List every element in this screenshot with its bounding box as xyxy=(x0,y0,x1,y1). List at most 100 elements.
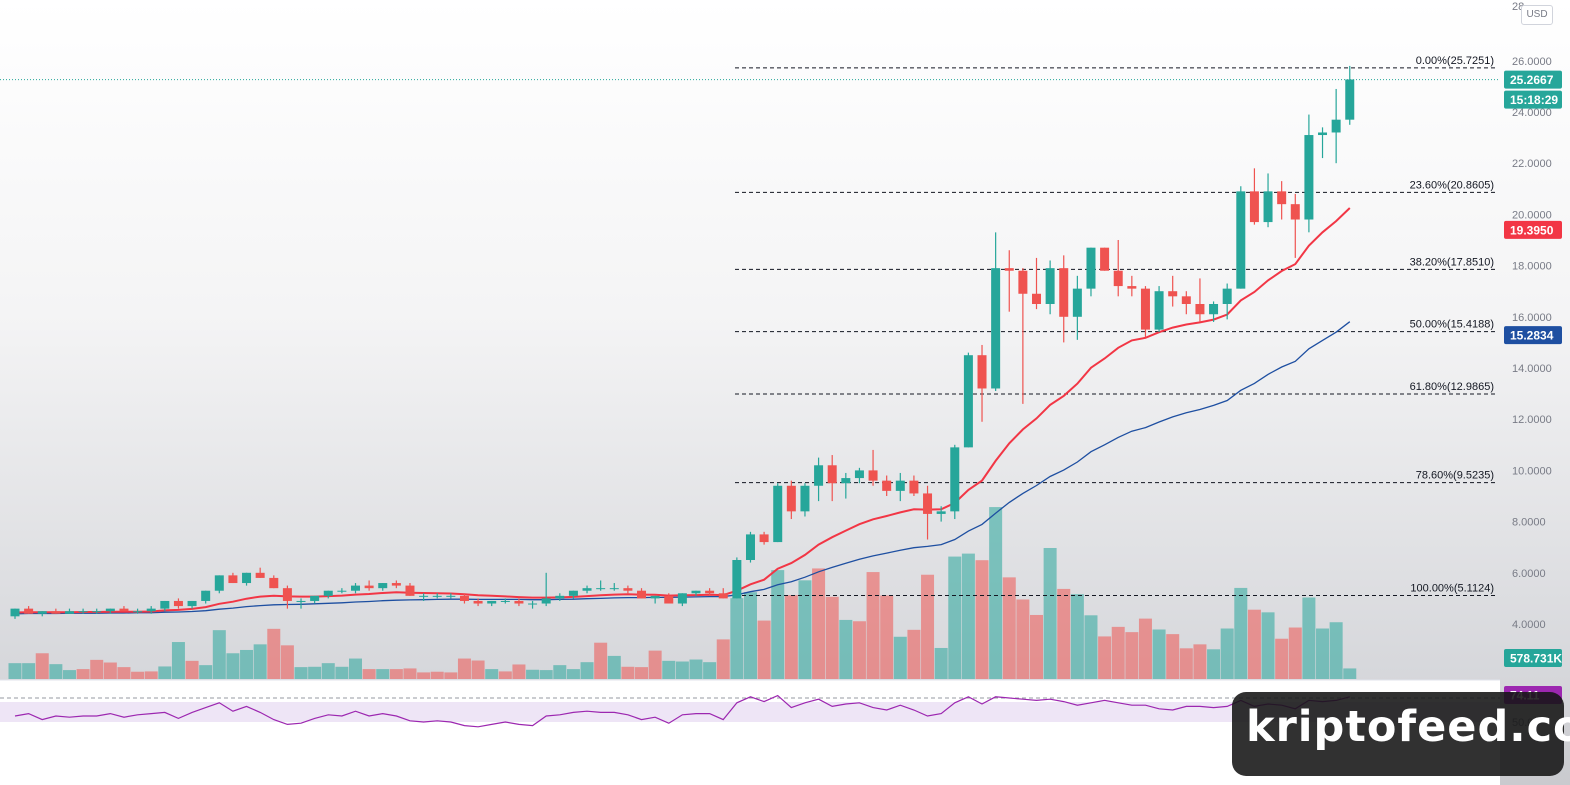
candle-body xyxy=(773,485,783,543)
candle-body xyxy=(991,268,1001,389)
volume-tag: 578.731K xyxy=(1510,652,1562,666)
candle-body xyxy=(923,493,933,514)
volume-bar xyxy=(907,629,921,679)
candle-body xyxy=(514,600,524,604)
volume-bar xyxy=(226,653,240,679)
candle-body xyxy=(1086,247,1096,289)
volume-bar xyxy=(812,568,826,679)
candle-body xyxy=(269,577,279,589)
volume-bar xyxy=(1125,632,1139,679)
volume-bar xyxy=(1316,628,1330,679)
price-axis-tick: 24.0000 xyxy=(1512,107,1552,119)
volume-bar xyxy=(580,662,594,679)
candle-body xyxy=(296,600,306,602)
price-axis-tick: 10.0000 xyxy=(1512,465,1552,477)
fib-level-label: 100.00%(5.1124) xyxy=(1410,583,1494,595)
candle-body xyxy=(1304,135,1314,220)
candle-body xyxy=(950,447,960,512)
price-axis-tick: 4.0000 xyxy=(1512,619,1546,631)
fib-level-label: 50.00%(15.4188) xyxy=(1410,319,1494,331)
volume-bar xyxy=(212,630,226,679)
candle-body xyxy=(1345,79,1355,120)
candle-body xyxy=(800,485,810,512)
volume-bar xyxy=(716,639,730,679)
volume-bar xyxy=(1043,547,1057,679)
candle-body xyxy=(1263,191,1273,223)
price-axis-tick: 16.0000 xyxy=(1512,312,1552,324)
watermark-text: kriptofeed.com xyxy=(1246,702,1570,752)
candle-body xyxy=(1004,268,1014,271)
volume-bar xyxy=(457,658,471,679)
volume-bar xyxy=(594,642,608,679)
volume-bar xyxy=(1152,629,1166,679)
volume-bar xyxy=(22,663,36,679)
volume-bar xyxy=(240,649,254,679)
candle-body xyxy=(10,608,20,617)
volume-bar xyxy=(444,672,458,679)
candle-body xyxy=(841,478,851,484)
candle-body xyxy=(323,590,333,596)
volume-bar xyxy=(757,620,771,679)
candle-body xyxy=(24,608,34,614)
candle-body xyxy=(487,600,497,604)
volume-bar xyxy=(349,658,362,679)
volume-bar xyxy=(144,671,158,679)
volume-bar xyxy=(553,665,567,679)
volume-bar xyxy=(1098,636,1112,679)
candle-body xyxy=(854,470,864,479)
candle-body xyxy=(1236,191,1246,289)
volume-bar xyxy=(117,667,131,679)
volume-bar xyxy=(308,666,322,679)
volume-bar xyxy=(1179,648,1193,679)
volume-bar xyxy=(1070,594,1084,679)
candle-body xyxy=(895,480,905,491)
candle-body xyxy=(623,588,633,591)
candle-body xyxy=(255,572,265,578)
volume-bar xyxy=(975,560,989,679)
candle-body xyxy=(133,611,143,613)
volume-bar xyxy=(498,671,512,679)
rsi-band xyxy=(0,702,1500,722)
last-price-tag: 25.2667 xyxy=(1510,73,1554,87)
ema-slow-line xyxy=(14,321,1351,615)
candle-body xyxy=(242,572,252,584)
price-axis-tick: 22.0000 xyxy=(1512,158,1552,170)
fib-level-label: 38.20%(17.8510) xyxy=(1410,256,1494,268)
candle-body xyxy=(1059,268,1069,317)
ema-fast-tag: 19.3950 xyxy=(1510,223,1554,237)
volume-bar xyxy=(539,670,553,679)
candle-body xyxy=(160,600,170,609)
candle-body xyxy=(1154,291,1164,330)
candle-body xyxy=(282,588,292,601)
candle-body xyxy=(1318,132,1328,136)
volume-bar xyxy=(417,672,431,679)
candle-body xyxy=(500,600,510,602)
volume-bar xyxy=(1166,634,1180,679)
rsi-line xyxy=(14,694,1350,728)
countdown-tag: 15:18:29 xyxy=(1510,93,1558,107)
volume-bar xyxy=(35,653,49,679)
volume-bar xyxy=(185,660,199,679)
candle-body xyxy=(759,534,769,543)
volume-bar xyxy=(90,659,104,679)
volume-bar xyxy=(158,666,172,679)
fib-level-label: 23.60%(20.8605) xyxy=(1410,179,1494,191)
ema-fast-line xyxy=(14,207,1351,614)
volume-bar xyxy=(648,650,662,679)
candle-body xyxy=(1195,304,1205,315)
candle-body xyxy=(1222,288,1232,304)
candle-body xyxy=(405,585,415,596)
candle-body xyxy=(609,588,619,590)
price-axis-tick: 14.0000 xyxy=(1512,363,1552,375)
volume-bar xyxy=(1084,615,1098,679)
currency-button[interactable]: USD xyxy=(1521,5,1553,25)
candle-body xyxy=(1127,286,1137,289)
volume-bar xyxy=(703,662,717,679)
candle-body xyxy=(1032,293,1041,304)
volume-bar xyxy=(675,661,689,679)
candle-body xyxy=(432,595,442,597)
volume-bar xyxy=(485,669,499,679)
candle-body xyxy=(868,470,878,481)
watermark-badge xyxy=(1232,692,1564,776)
